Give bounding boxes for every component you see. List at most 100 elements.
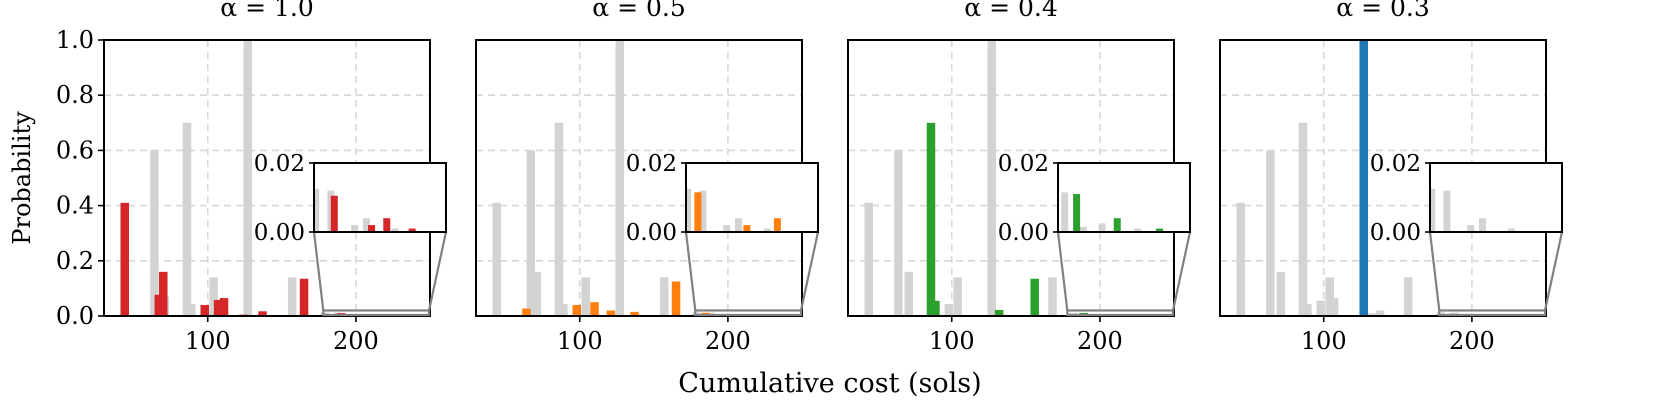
inset-axes: 0.00 0.02 [626, 151, 819, 246]
zoom-region [322, 309, 431, 317]
x-tick-label: 100 [1301, 327, 1347, 355]
inset-y-tick-label: 0.02 [626, 151, 677, 177]
zoom-region [1066, 309, 1175, 317]
inset-y-tick-label: 0.02 [1370, 151, 1421, 177]
x-tick-label: 200 [1077, 327, 1123, 355]
gray-bar [1316, 300, 1326, 316]
gray-bar [1303, 304, 1312, 316]
inset-highlight-bar [1156, 228, 1164, 232]
inset-highlight-bar [743, 225, 751, 232]
inset-highlight-bar [408, 228, 416, 232]
inset-gray-bar [1061, 192, 1069, 232]
highlight-bar [159, 271, 168, 316]
highlight-bar [258, 311, 267, 316]
gray-bar [526, 150, 536, 316]
inset-bars [686, 188, 781, 232]
gray-bar [581, 277, 590, 316]
y-tick-label: 0.0 [56, 302, 94, 330]
panel-title: α = 0.4 [964, 0, 1057, 22]
inset-connector [799, 231, 820, 311]
x-tick-label: 100 [929, 327, 975, 355]
inset-gray-bar [763, 228, 771, 232]
highlight-bar [120, 202, 129, 316]
inset-gray-bar [314, 188, 320, 232]
highlight-bar [630, 311, 639, 316]
x-tick-label: 100 [185, 327, 231, 355]
panel-alpha-0.4: α = 0.4 100 200 0.00 0.02 [847, 0, 1192, 355]
highlight-bar [299, 278, 309, 316]
inset-gray-bar [362, 218, 370, 232]
inset-gray-bar [1507, 228, 1515, 232]
inset-frame [313, 162, 447, 233]
highlight-bar [572, 304, 582, 316]
inset-gray-bar [1134, 228, 1142, 232]
y-tick-label: 0.8 [56, 81, 94, 109]
gray-bar [182, 122, 192, 316]
inset-connector [427, 231, 448, 311]
gray-bar [615, 40, 624, 316]
highlight-bar [219, 298, 229, 316]
x-tick-label: 100 [557, 327, 603, 355]
highlight-bar [154, 294, 164, 316]
inset-highlight-bar [368, 225, 376, 232]
inset-connector [1543, 231, 1564, 311]
gray-bar [492, 202, 501, 316]
inset-gray-bar [723, 225, 731, 232]
y-tick-label: 0.6 [56, 136, 94, 164]
gray-bar [243, 40, 252, 316]
highlight-bar [590, 302, 599, 316]
inset-gray-bar [351, 225, 359, 232]
highlight-bar [931, 300, 940, 316]
gray-bar [864, 202, 873, 316]
gray-bar [559, 304, 568, 316]
x-tick-label: 200 [705, 327, 751, 355]
gray-bar [532, 271, 542, 316]
highlight-bar [606, 310, 616, 316]
x-axis-label: Cumulative cost (sols) [678, 368, 981, 399]
gray-bar [659, 277, 669, 316]
y-tick-label: 0.4 [56, 192, 94, 220]
gray-bar [944, 304, 954, 316]
inset-connector [1056, 231, 1069, 311]
panel-title: α = 1.0 [220, 0, 313, 22]
inset-highlight-bar [383, 218, 391, 232]
inset-frame [1057, 162, 1191, 233]
inset-bars [1430, 188, 1515, 232]
inset-gray-bar [1098, 223, 1106, 232]
y-tick-label: 0.2 [56, 247, 94, 275]
gray-bar [1048, 277, 1057, 316]
inset-background [686, 163, 818, 232]
gray-bar [1329, 298, 1339, 316]
zoom-region [694, 309, 803, 317]
inset-frame [1429, 162, 1563, 233]
inset-gray-bar [1478, 218, 1486, 232]
highlight-bar [1359, 40, 1368, 316]
gray-bar [1375, 310, 1385, 316]
inset-highlight-bar [694, 192, 702, 232]
gray-bar [904, 271, 914, 316]
inset-axes: 0.00 0.02 [1370, 151, 1563, 246]
inset-highlight-bar [330, 195, 338, 232]
inset-axes: 0.00 0.02 [254, 151, 447, 246]
gray-bar [1325, 277, 1334, 316]
gray-bar [1403, 277, 1413, 316]
inset-highlight-bar [1113, 218, 1121, 232]
inset-gray-bar [391, 228, 399, 232]
inset-bars [314, 188, 416, 232]
highlight-bar [994, 309, 1004, 316]
panel-alpha-0.3: α = 0.3 100 200 0.00 0.02 [1219, 0, 1564, 355]
inset-highlight-bar [1073, 194, 1081, 232]
y-axis-label: Probability [8, 111, 36, 245]
y-tick-label: 1.0 [56, 26, 94, 54]
gray-bar [1236, 202, 1245, 316]
gray-bar [894, 150, 903, 316]
panel-title: α = 0.3 [1336, 0, 1429, 22]
gray-bar [987, 40, 996, 316]
highlight-bar [213, 299, 223, 316]
bars-group [864, 40, 1161, 316]
panel-title: α = 0.5 [592, 0, 685, 22]
inset-gray-bar [1430, 188, 1436, 232]
panel-alpha-0.5: α = 0.5 100 200 0.00 0.02 [475, 0, 820, 355]
inset-gray-bar [686, 188, 692, 232]
